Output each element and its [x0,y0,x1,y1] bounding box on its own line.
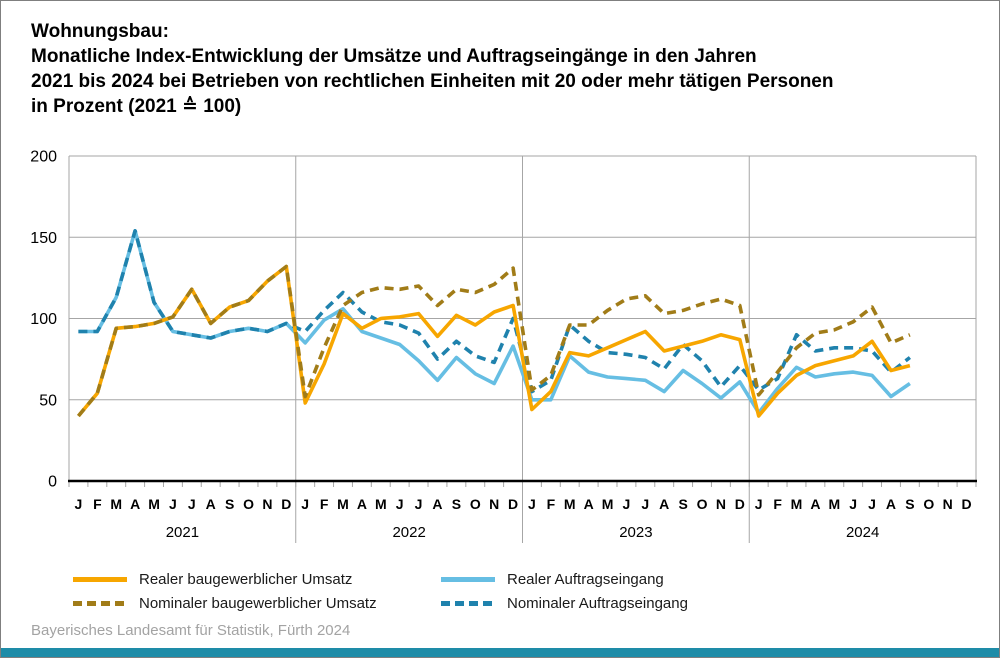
month-label: O [470,496,481,512]
month-label: J [623,496,631,512]
month-label: J [755,496,763,512]
month-label: M [791,496,803,512]
month-label: F [93,496,102,512]
y-tick-0: 0 [48,474,57,491]
year-label-2023: 2023 [619,524,652,541]
legend-item-realer-umsatz: Realer baugewerblicher Umsatz [73,569,352,589]
month-label: J [868,496,876,512]
month-label: S [452,496,461,512]
y-tick-150: 150 [30,230,57,247]
month-label: F [547,496,556,512]
year-label-2024: 2024 [846,524,879,541]
legend-item-nominaler-umsatz: Nominaler baugewerblicher Umsatz [73,593,377,613]
month-label: S [905,496,914,512]
series-nominaler-auftragseingang [78,229,912,394]
month-label: O [697,496,708,512]
bottom-accent-bar [1,648,999,657]
legend-item-realer-auftragseingang: Realer Auftragseingang [441,569,664,589]
y-tick-50: 50 [39,392,57,409]
month-label: N [943,496,953,512]
title-line-3: 2021 bis 2024 bei Betrieben von rechtlic… [31,71,834,92]
month-label: F [773,496,782,512]
month-label: D [961,496,971,512]
month-label: J [641,496,649,512]
legend-label-nominaler-umsatz: Nominaler baugewerblicher Umsatz [139,594,377,612]
month-label: S [678,496,687,512]
month-label: J [301,496,309,512]
month-label: M [564,496,576,512]
chart-title: Wohnungsbau: Monatliche Index-Entwicklun… [31,19,979,119]
month-label: J [188,496,196,512]
title-line-4: in Prozent (2021 ≙ 100) [31,96,242,117]
legend-swatch-nominaler-auftragseingang [441,600,495,606]
month-label: A [206,496,216,512]
month-label: A [810,496,820,512]
y-axis-labels: 0 50 100 150 200 [30,149,57,491]
legend-swatch-nominaler-umsatz [73,600,127,606]
month-label: A [886,496,896,512]
month-label: A [357,496,367,512]
month-label: A [432,496,442,512]
month-label: O [923,496,934,512]
legend-swatch-realer-umsatz [73,576,127,582]
month-label: J [415,496,423,512]
year-labels: 2021 2022 2023 2024 [166,524,880,541]
month-label: M [602,496,614,512]
month-label: O [243,496,254,512]
month-label: F [320,496,329,512]
month-label: A [659,496,669,512]
month-label: M [828,496,840,512]
series-realer-auftragseingang [78,229,911,415]
month-label: J [396,496,404,512]
month-label: M [110,496,122,512]
month-label: D [735,496,745,512]
source-attribution: Bayerisches Landesamt für Statistik, Für… [31,622,351,639]
year-label-2021: 2021 [166,524,199,541]
y-tick-200: 200 [30,149,57,166]
legend-label-realer-umsatz: Realer baugewerblicher Umsatz [139,570,353,588]
legend-label-nominaler-auftragseingang: Nominaler Auftragseingang [507,594,688,612]
month-label: N [262,496,272,512]
month-label: M [337,496,349,512]
month-label: J [528,496,536,512]
month-label: S [225,496,234,512]
gridlines [68,155,977,543]
month-label: M [375,496,387,512]
month-label: D [281,496,291,512]
month-label: M [148,496,160,512]
month-label: A [130,496,140,512]
month-label: D [508,496,518,512]
title-line-2: Monatliche Index-Entwicklung der Umsätze… [31,46,757,67]
month-label: J [849,496,857,512]
legend-swatch-realer-auftragseingang [441,576,495,582]
month-label: J [169,496,177,512]
month-label: A [584,496,594,512]
month-label: J [75,496,83,512]
month-label: N [489,496,499,512]
year-label-2022: 2022 [392,524,425,541]
y-tick-100: 100 [30,311,57,328]
month-label: N [716,496,726,512]
legend-label-realer-auftragseingang: Realer Auftragseingang [507,570,664,588]
series-nominaler-baugewerblicher-umsatz [77,264,911,418]
series-realer-baugewerblicher-umsatz [77,264,911,418]
legend-item-nominaler-auftragseingang: Nominaler Auftragseingang [441,593,688,613]
title-line-1: Wohnungsbau: [31,21,169,42]
